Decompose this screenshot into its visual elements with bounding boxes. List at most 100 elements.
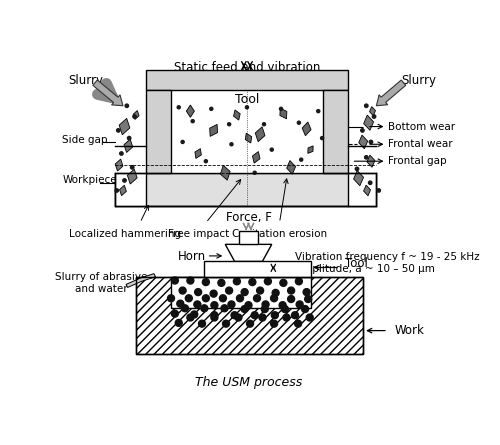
Circle shape: [270, 320, 278, 327]
Circle shape: [246, 320, 254, 327]
Bar: [171, 277, 310, 307]
Circle shape: [246, 106, 248, 109]
Circle shape: [123, 179, 126, 182]
Polygon shape: [354, 170, 364, 186]
Circle shape: [222, 320, 230, 327]
Bar: [115, 173, 376, 206]
Text: Slurry: Slurry: [68, 74, 104, 87]
Circle shape: [234, 278, 240, 285]
Bar: [136, 277, 363, 354]
Circle shape: [176, 320, 182, 326]
Circle shape: [245, 302, 252, 309]
Circle shape: [125, 104, 128, 107]
Circle shape: [272, 312, 278, 319]
Bar: [146, 146, 348, 173]
Circle shape: [364, 156, 368, 159]
Circle shape: [316, 109, 320, 113]
Circle shape: [210, 290, 217, 297]
Polygon shape: [93, 80, 123, 106]
Polygon shape: [280, 108, 287, 119]
Circle shape: [296, 278, 302, 285]
Polygon shape: [376, 80, 406, 106]
Circle shape: [198, 320, 205, 327]
Circle shape: [300, 158, 303, 161]
Circle shape: [228, 301, 235, 308]
Circle shape: [292, 312, 298, 319]
Circle shape: [302, 306, 308, 312]
Bar: [171, 90, 323, 165]
Polygon shape: [225, 244, 272, 261]
Circle shape: [270, 148, 274, 151]
Circle shape: [303, 289, 310, 295]
Circle shape: [172, 310, 178, 317]
Polygon shape: [133, 110, 139, 119]
Circle shape: [288, 295, 294, 303]
Text: Horn: Horn: [178, 250, 206, 263]
Text: Free impact: Free impact: [168, 229, 229, 239]
Circle shape: [172, 277, 178, 284]
Circle shape: [270, 295, 278, 302]
Polygon shape: [370, 107, 376, 116]
Circle shape: [280, 279, 287, 286]
Circle shape: [186, 295, 192, 302]
Polygon shape: [256, 127, 265, 142]
Circle shape: [115, 189, 118, 192]
Text: Frontal wear: Frontal wear: [388, 139, 452, 149]
Polygon shape: [128, 169, 137, 184]
Text: Cavitation erosion: Cavitation erosion: [232, 229, 327, 239]
Circle shape: [264, 278, 272, 285]
Circle shape: [306, 314, 313, 321]
Circle shape: [120, 152, 123, 155]
Bar: [146, 70, 348, 90]
Circle shape: [221, 305, 228, 312]
Text: Force, F: Force, F: [226, 211, 272, 224]
Circle shape: [220, 295, 226, 302]
Circle shape: [360, 129, 364, 132]
Circle shape: [201, 305, 208, 312]
Polygon shape: [124, 139, 133, 153]
Circle shape: [191, 311, 198, 318]
Circle shape: [304, 295, 312, 303]
Polygon shape: [115, 159, 123, 171]
Circle shape: [235, 314, 242, 321]
Bar: [136, 277, 363, 354]
Text: Tool: Tool: [235, 93, 259, 106]
Text: Slurry of abrasive
and water: Slurry of abrasive and water: [55, 272, 148, 294]
Circle shape: [241, 289, 248, 295]
Text: Bottom wear: Bottom wear: [388, 121, 455, 132]
Polygon shape: [302, 122, 311, 136]
Circle shape: [280, 107, 282, 110]
Circle shape: [211, 302, 218, 309]
Polygon shape: [220, 165, 230, 180]
Circle shape: [288, 287, 294, 294]
Circle shape: [262, 301, 269, 308]
Polygon shape: [234, 110, 240, 120]
Circle shape: [133, 115, 136, 118]
Polygon shape: [120, 185, 126, 196]
Circle shape: [320, 137, 324, 140]
Text: Workpiece: Workpiece: [62, 175, 117, 186]
Circle shape: [254, 295, 260, 302]
Circle shape: [364, 104, 368, 107]
Circle shape: [179, 287, 186, 294]
Polygon shape: [364, 185, 370, 196]
Text: Slurry: Slurry: [402, 74, 436, 87]
Circle shape: [128, 137, 131, 140]
Circle shape: [298, 121, 300, 124]
Circle shape: [182, 305, 188, 312]
Text: Side gap: Side gap: [62, 135, 108, 145]
Circle shape: [372, 115, 376, 118]
Polygon shape: [210, 125, 218, 137]
Text: Vibration frequency f ~ 19 - 25 kHz
Amplitude, a ~ 10 – 50 μm: Vibration frequency f ~ 19 - 25 kHz Ampl…: [295, 252, 480, 274]
Bar: [204, 261, 310, 277]
Polygon shape: [367, 155, 375, 167]
Circle shape: [294, 320, 302, 327]
Circle shape: [253, 171, 256, 174]
Circle shape: [194, 301, 201, 308]
Text: Static feed and vibration: Static feed and vibration: [174, 61, 320, 74]
Circle shape: [177, 300, 184, 307]
Bar: [323, 90, 347, 173]
Circle shape: [177, 106, 180, 109]
Polygon shape: [119, 118, 130, 135]
Circle shape: [259, 314, 266, 321]
